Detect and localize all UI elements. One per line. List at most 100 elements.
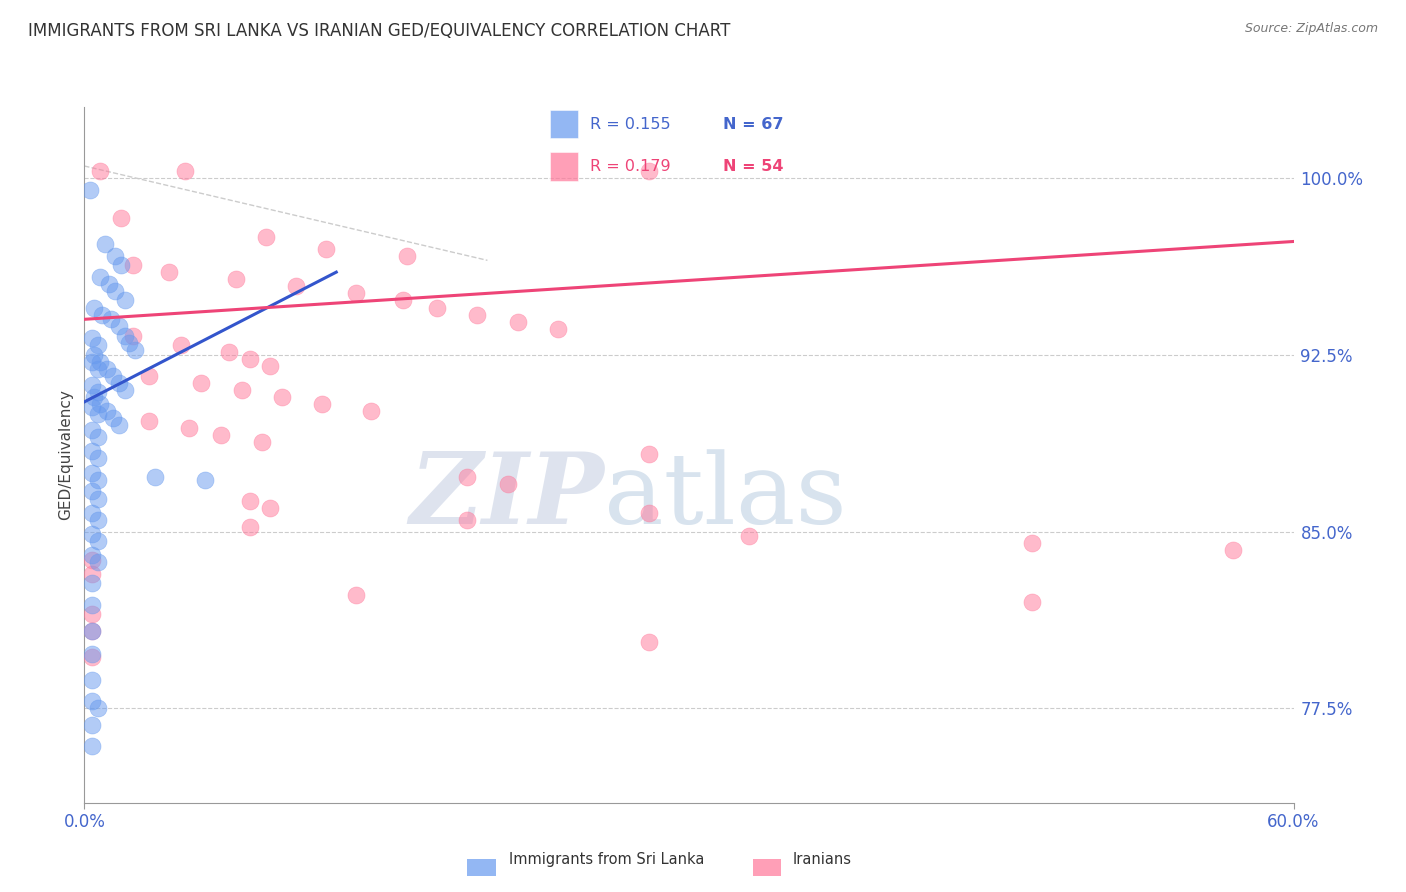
- Point: [637, 447, 659, 461]
- Point: [179, 421, 201, 435]
- Point: [100, 312, 122, 326]
- Point: [395, 249, 418, 263]
- Point: [110, 211, 132, 225]
- Point: [87, 407, 110, 421]
- Point: [82, 673, 104, 688]
- Point: [239, 352, 262, 367]
- Point: [87, 534, 110, 549]
- Point: [82, 355, 104, 369]
- Text: N = 67: N = 67: [723, 117, 783, 132]
- Text: Immigrants from Sri Lanka: Immigrants from Sri Lanka: [509, 852, 704, 867]
- Point: [107, 376, 129, 390]
- Point: [101, 368, 124, 383]
- Point: [637, 506, 659, 520]
- Point: [97, 277, 120, 291]
- Point: [82, 506, 104, 520]
- Point: [346, 588, 368, 602]
- Point: [190, 376, 212, 390]
- Point: [107, 418, 129, 433]
- Point: [346, 286, 368, 301]
- Point: [157, 265, 180, 279]
- Point: [231, 383, 253, 397]
- Text: atlas: atlas: [605, 449, 846, 544]
- Point: [391, 293, 413, 308]
- Point: [107, 319, 129, 334]
- Point: [225, 272, 247, 286]
- Point: [82, 739, 104, 754]
- Point: [114, 383, 136, 397]
- Bar: [754, 858, 782, 876]
- Point: [87, 451, 110, 466]
- Point: [259, 500, 281, 515]
- Point: [118, 335, 141, 350]
- Point: [91, 308, 114, 322]
- Point: [82, 624, 104, 638]
- Point: [83, 301, 105, 315]
- Point: [270, 390, 292, 404]
- Point: [174, 163, 197, 178]
- Text: R = 0.179: R = 0.179: [589, 159, 671, 174]
- Point: [496, 477, 519, 491]
- Point: [82, 647, 104, 661]
- Point: [82, 423, 104, 437]
- Point: [83, 390, 105, 404]
- Point: [315, 242, 337, 256]
- Point: [96, 404, 118, 418]
- Y-axis label: GED/Equivalency: GED/Equivalency: [58, 390, 73, 520]
- Point: [87, 473, 110, 487]
- Point: [82, 331, 104, 345]
- Point: [138, 414, 160, 428]
- Point: [82, 598, 104, 612]
- Point: [82, 607, 104, 621]
- Point: [82, 548, 104, 562]
- Point: [82, 484, 104, 499]
- Point: [254, 229, 277, 244]
- Text: N = 54: N = 54: [723, 159, 783, 174]
- Point: [284, 279, 308, 293]
- Text: ZIP: ZIP: [409, 449, 605, 545]
- Point: [82, 466, 104, 480]
- FancyBboxPatch shape: [550, 153, 578, 180]
- Point: [360, 404, 382, 418]
- Point: [1021, 536, 1043, 550]
- Point: [82, 378, 104, 392]
- Point: [1222, 543, 1244, 558]
- Point: [87, 555, 110, 569]
- Point: [311, 397, 333, 411]
- Point: [96, 361, 118, 376]
- Point: [121, 328, 143, 343]
- Point: [456, 470, 478, 484]
- Point: [87, 701, 110, 715]
- Point: [143, 470, 166, 484]
- Point: [194, 473, 217, 487]
- Point: [1021, 595, 1043, 609]
- Text: IMMIGRANTS FROM SRI LANKA VS IRANIAN GED/EQUIVALENCY CORRELATION CHART: IMMIGRANTS FROM SRI LANKA VS IRANIAN GED…: [28, 22, 731, 40]
- Point: [82, 527, 104, 541]
- Point: [89, 397, 111, 411]
- Point: [82, 444, 104, 458]
- Point: [79, 183, 101, 197]
- Point: [239, 494, 262, 508]
- Point: [426, 301, 449, 315]
- Point: [89, 163, 111, 178]
- Point: [170, 338, 193, 352]
- Point: [87, 513, 110, 527]
- Point: [637, 635, 659, 649]
- Point: [738, 529, 761, 543]
- Text: R = 0.155: R = 0.155: [589, 117, 671, 132]
- Point: [121, 258, 143, 272]
- Point: [218, 345, 240, 359]
- Text: Iranians: Iranians: [793, 852, 852, 867]
- Point: [110, 258, 132, 272]
- Point: [83, 348, 105, 362]
- Point: [87, 491, 110, 506]
- Point: [138, 368, 160, 383]
- Point: [456, 513, 478, 527]
- FancyBboxPatch shape: [550, 111, 578, 138]
- Point: [101, 411, 124, 425]
- Point: [82, 567, 104, 582]
- Bar: [467, 858, 496, 876]
- Point: [114, 293, 136, 308]
- Point: [93, 236, 115, 251]
- Point: [114, 328, 136, 343]
